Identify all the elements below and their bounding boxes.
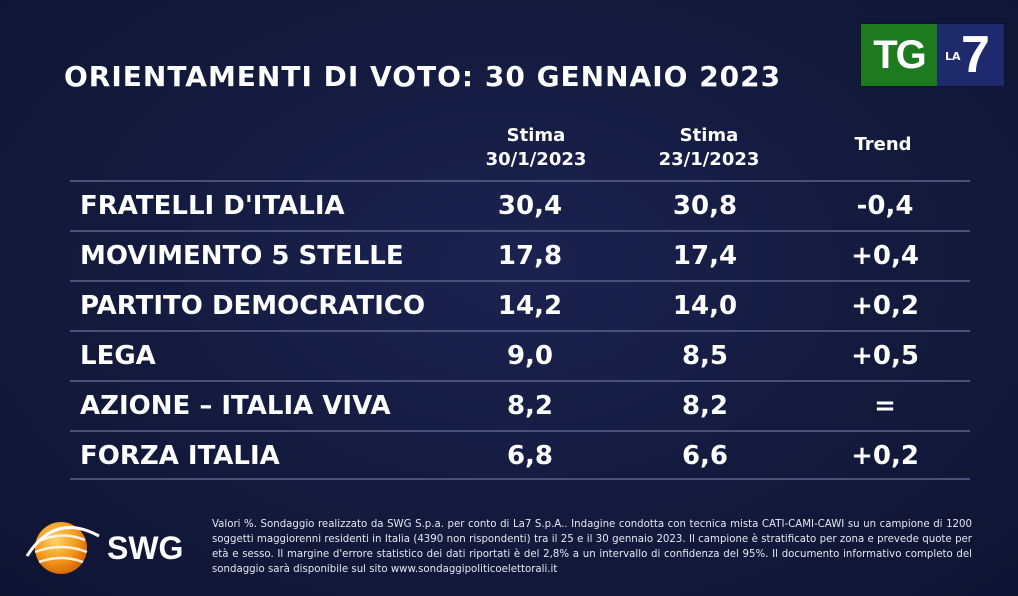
column-header-stima-30-1: Stima 30/1/2023	[456, 124, 616, 172]
column-header-trend: Trend	[854, 134, 912, 155]
swg-logo-text: SWG	[107, 530, 184, 566]
swg-globe-icon	[25, 522, 100, 574]
table-row: AZIONE – ITALIA VIVA 8,2 8,2 =	[70, 380, 970, 430]
value-stima-30-1: 17,8	[497, 241, 563, 271]
page-title: ORIENTAMENTI DI VOTO: 30 GENNAIO 2023	[64, 60, 782, 93]
value-stima-30-1: 14,2	[497, 291, 563, 321]
value-stima-23-1: 17,4	[672, 241, 738, 271]
party-name: FORZA ITALIA	[80, 441, 280, 471]
value-stima-23-1: 30,8	[672, 191, 738, 221]
table-row: LEGA 9,0 8,5 +0,5	[70, 330, 970, 380]
party-name: MOVIMENTO 5 STELLE	[80, 241, 404, 271]
value-trend: +0,2	[851, 441, 919, 471]
value-trend: +0,2	[851, 291, 919, 321]
la7-logo-la: LA	[945, 50, 961, 63]
table-row: MOVIMENTO 5 STELLE 17,8 17,4 +0,4	[70, 230, 970, 280]
value-stima-23-1: 6,6	[681, 441, 729, 471]
value-stima-30-1: 8,2	[506, 391, 554, 421]
column-header-stima-23-1-line1: Stima	[679, 125, 739, 146]
table-row: FRATELLI D'ITALIA 30,4 30,8 -0,4	[70, 180, 970, 230]
footnote: Valori %. Sondaggio realizzato da SWG S.…	[212, 519, 972, 575]
value-stima-30-1: 6,8	[506, 441, 554, 471]
value-stima-23-1: 8,2	[681, 391, 729, 421]
tg-la7-logo: TG LA 7	[861, 24, 1004, 86]
party-name: FRATELLI D'ITALIA	[80, 191, 345, 221]
value-stima-23-1: 8,5	[681, 341, 729, 371]
value-stima-30-1: 9,0	[506, 341, 554, 371]
value-trend: =	[874, 391, 896, 421]
value-stima-30-1: 30,4	[497, 191, 563, 221]
la7-logo-mark: LA 7	[937, 24, 1004, 86]
table-row: FORZA ITALIA 6,8 6,6 +0,2	[70, 430, 970, 480]
column-header-stima-30-1-line2: 30/1/2023	[485, 149, 587, 170]
party-name: AZIONE – ITALIA VIVA	[80, 391, 391, 421]
value-trend: +0,5	[851, 341, 919, 371]
tg-logo-mark: TG	[861, 24, 937, 86]
swg-logo: SWG	[25, 516, 200, 580]
column-header-stima-23-1-line2: 23/1/2023	[658, 149, 760, 170]
party-name: PARTITO DEMOCRATICO	[80, 291, 426, 321]
poll-table: FRATELLI D'ITALIA 30,4 30,8 -0,4 MOVIMEN…	[70, 180, 970, 480]
la7-logo-seven: 7	[961, 26, 990, 84]
column-header-stima-30-1-line1: Stima	[506, 125, 566, 146]
value-stima-23-1: 14,0	[672, 291, 738, 321]
column-header-stima-23-1: Stima 23/1/2023	[629, 124, 789, 172]
value-trend: +0,4	[851, 241, 919, 271]
value-trend: -0,4	[856, 191, 914, 221]
table-row: PARTITO DEMOCRATICO 14,2 14,0 +0,2	[70, 280, 970, 330]
party-name: LEGA	[80, 341, 156, 371]
